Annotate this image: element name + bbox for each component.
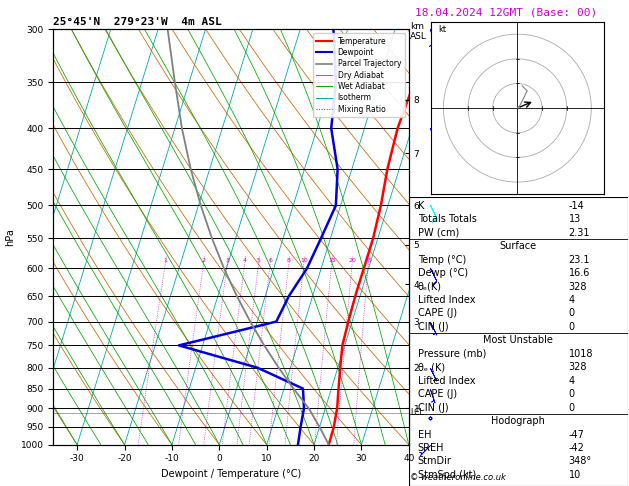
Text: -42: -42 bbox=[569, 443, 584, 453]
Text: Most Unstable: Most Unstable bbox=[483, 335, 554, 346]
Text: Surface: Surface bbox=[499, 241, 537, 251]
Text: 5: 5 bbox=[257, 258, 260, 262]
Text: 2: 2 bbox=[202, 258, 206, 262]
Text: 0: 0 bbox=[569, 389, 575, 399]
Text: CAPE (J): CAPE (J) bbox=[418, 309, 457, 318]
Text: K: K bbox=[418, 201, 424, 211]
Text: 348°: 348° bbox=[569, 456, 592, 467]
Text: CAPE (J): CAPE (J) bbox=[418, 389, 457, 399]
Text: km
ASL: km ASL bbox=[410, 22, 427, 40]
Text: 25: 25 bbox=[364, 258, 372, 262]
Text: 328: 328 bbox=[569, 362, 587, 372]
Text: kt: kt bbox=[438, 25, 447, 34]
Text: 16.6: 16.6 bbox=[569, 268, 590, 278]
Text: 15: 15 bbox=[328, 258, 336, 262]
Text: θₑ(K): θₑ(K) bbox=[418, 281, 442, 292]
Text: 10: 10 bbox=[569, 470, 581, 480]
Text: 4: 4 bbox=[569, 295, 575, 305]
Text: EH: EH bbox=[418, 430, 431, 439]
Text: SREH: SREH bbox=[418, 443, 444, 453]
Text: StmDir: StmDir bbox=[418, 456, 452, 467]
Text: 25°45'N  279°23'W  4m ASL: 25°45'N 279°23'W 4m ASL bbox=[53, 17, 222, 27]
Text: -14: -14 bbox=[569, 201, 584, 211]
Text: StmSpd (kt): StmSpd (kt) bbox=[418, 470, 476, 480]
Text: 1: 1 bbox=[164, 258, 167, 262]
Text: Dewp (°C): Dewp (°C) bbox=[418, 268, 468, 278]
Text: 0: 0 bbox=[569, 322, 575, 332]
Text: θₑ (K): θₑ (K) bbox=[418, 362, 445, 372]
Text: © weatheronline.co.uk: © weatheronline.co.uk bbox=[410, 473, 506, 482]
Text: 4: 4 bbox=[243, 258, 247, 262]
Text: 0: 0 bbox=[569, 402, 575, 413]
Text: 6: 6 bbox=[269, 258, 272, 262]
Text: Lifted Index: Lifted Index bbox=[418, 376, 475, 386]
Text: CIN (J): CIN (J) bbox=[418, 402, 448, 413]
Text: -47: -47 bbox=[569, 430, 584, 439]
Text: 20: 20 bbox=[348, 258, 356, 262]
Text: Hodograph: Hodograph bbox=[491, 416, 545, 426]
Text: 3: 3 bbox=[225, 258, 230, 262]
Text: Temp (°C): Temp (°C) bbox=[418, 255, 466, 265]
Text: 23.1: 23.1 bbox=[569, 255, 590, 265]
X-axis label: Dewpoint / Temperature (°C): Dewpoint / Temperature (°C) bbox=[161, 469, 301, 479]
Text: Totals Totals: Totals Totals bbox=[418, 214, 477, 225]
Text: Lifted Index: Lifted Index bbox=[418, 295, 475, 305]
Text: 13: 13 bbox=[569, 214, 581, 225]
Legend: Temperature, Dewpoint, Parcel Trajectory, Dry Adiabat, Wet Adiabat, Isotherm, Mi: Temperature, Dewpoint, Parcel Trajectory… bbox=[313, 33, 405, 117]
Text: LCL: LCL bbox=[410, 408, 424, 417]
Text: 2.31: 2.31 bbox=[569, 228, 590, 238]
Text: 4: 4 bbox=[569, 376, 575, 386]
Text: 18.04.2024 12GMT (Base: 00): 18.04.2024 12GMT (Base: 00) bbox=[415, 7, 598, 17]
Text: 8: 8 bbox=[287, 258, 291, 262]
Y-axis label: hPa: hPa bbox=[5, 228, 15, 246]
Text: 10: 10 bbox=[300, 258, 308, 262]
Text: 328: 328 bbox=[569, 281, 587, 292]
Text: CIN (J): CIN (J) bbox=[418, 322, 448, 332]
Text: 1018: 1018 bbox=[569, 349, 593, 359]
Text: PW (cm): PW (cm) bbox=[418, 228, 459, 238]
Text: Pressure (mb): Pressure (mb) bbox=[418, 349, 486, 359]
Text: 0: 0 bbox=[569, 309, 575, 318]
